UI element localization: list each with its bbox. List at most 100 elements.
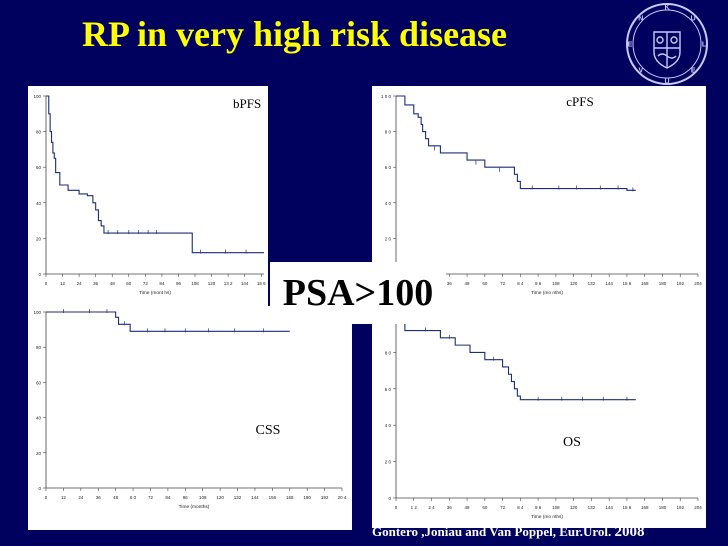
bpfs-x-tick-label: 12 [60,281,66,286]
cpfs-x-tick-label: 8 4 [517,281,524,286]
os-y-tick-label: 0 [388,496,391,501]
os-x-tick-label: 36 [447,505,453,510]
psa-overlay-box: PSA>100 [270,262,446,324]
bpfs-chart-title: bPFS [233,96,261,111]
css-x-tick-label: 12 [61,495,67,500]
cpfs-x-tick-label: 180 [659,281,667,286]
css-x-tick-label: 48 [113,495,119,500]
cpfs-chart-title: cPFS [566,94,593,109]
os-x-tick-label: 192 [676,505,684,510]
bpfs-x-tick-label: 0 [45,281,48,286]
css-x-tick-label: 72 [148,495,154,500]
bpfs-y-tick-label: 80 [36,130,42,135]
os-x-tick-label: 72 [500,505,506,510]
css-y-tick-label: 80 [36,345,42,350]
bpfs-x-tick-label: 15 6 [257,281,266,286]
os-x-tick-label: 120 [570,505,578,510]
cpfs-y-tick-label: 8 0 [385,130,392,135]
cpfs-x-tick-label: 120 [570,281,578,286]
css-x-tick-label: 24 [78,495,84,500]
cpfs-x-tick-label: 132 [588,281,596,286]
css-x-tick-label: 168 [286,495,294,500]
os-x-tick-label: 168 [641,505,649,510]
os-survival-curve [396,322,636,401]
os-x-tick-label: 9 6 [535,505,542,510]
bpfs-x-tick-label: 48 [110,281,116,286]
css-x-axis-label: Time (months) [179,504,210,510]
bpfs-y-tick-label: 40 [36,201,42,206]
css-x-tick-label: 36 [96,495,102,500]
os-x-tick-label: 144 [605,505,613,510]
bpfs-x-tick-label: 108 [191,281,199,286]
cpfs-x-axis-label: Time (mo nths) [531,290,563,296]
cpfs-x-tick-label: 72 [500,281,506,286]
css-x-tick-label: 20 4 [338,495,347,500]
css-x-tick-label: 84 [165,495,171,500]
bpfs-x-tick-label: 144 [241,281,249,286]
logo-letter: L [702,42,707,49]
os-x-tick-label: 132 [588,505,596,510]
bpfs-y-tick-label: 20 [36,236,42,241]
cpfs-x-tick-label: 108 [552,281,560,286]
os-y-tick-label: 4 0 [385,423,392,428]
css-chart-title: CSS [256,423,281,438]
bpfs-x-tick-label: 36 [93,281,99,286]
bpfs-x-tick-label: 13 2 [224,281,233,286]
cpfs-y-tick-label: 6 0 [385,165,392,170]
css-x-tick-label: 108 [199,495,207,500]
css-chart-panel: 0 20 40 60 80 100 0 12 24 36 48 6 0 72 84 96 108 120 132 1… [28,306,352,530]
cpfs-y-tick-label: 2 0 [385,236,392,241]
os-x-tick-label: 0 [395,505,398,510]
cpfs-survival-curve [396,95,636,191]
css-y-tick-label: 20 [36,451,42,456]
bpfs-x-tick-label: 120 [208,281,216,286]
cpfs-x-tick-label: 168 [641,281,649,286]
cpfs-x-tick-label: 204 [694,281,702,286]
os-x-tick-label: 48 [465,505,471,510]
css-y-tick-label: 40 [36,416,42,421]
cpfs-x-tick-label: 192 [676,281,684,286]
cpfs-x-tick-label: 60 [482,281,488,286]
citation-text: Gontero ,Joniau and Van Poppel, Eur.Urol… [372,524,612,539]
css-x-tick-label: 144 [251,495,259,500]
os-y-tick-label: 6 0 [385,387,392,392]
bpfs-x-tick-label: 96 [176,281,182,286]
css-x-tick-label: 120 [216,495,224,500]
os-x-tick-label: 204 [694,505,702,510]
os-x-tick-label: 1 2 [411,505,418,510]
os-y-tick-label: 8 0 [385,350,392,355]
bpfs-x-axis-label: Time (mont hs) [139,290,171,296]
os-chart-title: OS [563,435,581,450]
os-x-tick-label: 8 4 [517,505,524,510]
cpfs-x-tick-label: 144 [605,281,613,286]
cpfs-x-tick-label: 9 6 [535,281,542,286]
citation: Gontero ,Joniau and Van Poppel, Eur.Urol… [372,520,722,544]
bpfs-chart: 0 20 40 60 80 100 0 12 24 36 48 60 72 84 96 108 120 13 2 1… [33,94,266,296]
logo-letter: U [664,79,669,86]
css-survival-curve [46,311,290,332]
cpfs-x-tick-label: 36 [447,281,453,286]
css-y-tick-label: 100 [33,310,41,315]
os-x-axis-label: Time (mo nths) [531,514,563,520]
bpfs-y-tick-label: 0 [38,272,41,277]
logo-letter: K [664,5,669,12]
bpfs-x-tick-label: 60 [126,281,132,286]
bpfs-x-tick-label: 84 [159,281,165,286]
logo-letter: E [691,68,696,75]
bpfs-survival-curve [46,95,264,254]
bpfs-y-tick-label: 60 [36,165,42,170]
os-y-tick-label: 2 0 [385,460,392,465]
slide-title: RP in very high risk disease [82,14,508,54]
logo-letter: N [638,15,643,22]
university-seal-icon: K U L E U V E N [626,3,708,86]
psa-overlay-label: PSA>100 [282,272,434,314]
bpfs-x-tick-label: 72 [143,281,149,286]
logo-letter: E [628,42,633,49]
cpfs-x-tick-label: 48 [465,281,471,286]
os-x-tick-label: 108 [552,505,560,510]
os-x-tick-label: 180 [659,505,667,510]
